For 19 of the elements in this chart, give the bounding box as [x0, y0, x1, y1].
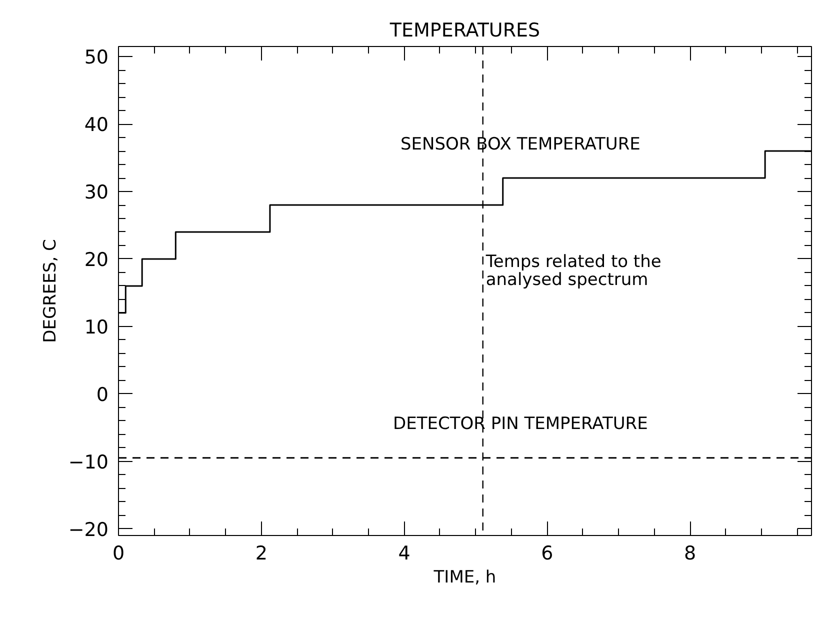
x-tick-label: 8	[684, 542, 696, 564]
x-tick-label: 4	[398, 542, 410, 564]
ref-line-label: Temps related to the analysed spectrum	[484, 252, 662, 290]
y-tick-label: 30	[84, 182, 109, 204]
x-tick-label: 2	[255, 542, 268, 564]
series-label: DETECTOR PIN TEMPERATURE	[393, 414, 648, 434]
x-tick-label: 6	[541, 542, 554, 564]
x-tick-label: 0	[112, 542, 125, 564]
x-axis-title: TIME, h	[432, 568, 496, 588]
y-tick-label: −10	[68, 451, 109, 474]
chart-title: TEMPERATURES	[388, 20, 540, 42]
y-tick-label: 10	[84, 316, 109, 338]
y-tick-label: 50	[84, 46, 109, 69]
series-label: SENSOR BOX TEMPERATURE	[400, 134, 640, 154]
y-tick-label: −20	[68, 518, 109, 541]
y-tick-label: 40	[84, 114, 109, 136]
y-tick-label: 20	[84, 248, 109, 271]
y-axis-title: DEGREES, C	[40, 239, 60, 343]
y-tick-label: 0	[96, 384, 109, 406]
